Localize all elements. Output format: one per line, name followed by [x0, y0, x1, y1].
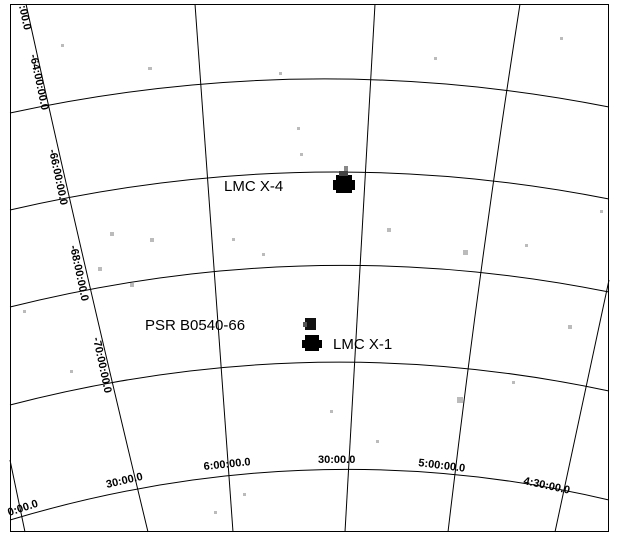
dec-label-top: :00.0	[16, 4, 33, 31]
dec-line-70	[9, 361, 610, 406]
ra-line-left-edge	[9, 459, 26, 533]
ra-line-5-45	[344, 3, 376, 533]
ra-label-3: 30:00.0	[318, 454, 355, 466]
dec-line-68	[9, 264, 610, 308]
label-psr-b0540: PSR B0540-66	[145, 317, 245, 334]
dec-line-64	[9, 78, 610, 114]
dec-line-66	[9, 171, 610, 211]
source-lmc-x1	[302, 335, 322, 351]
ra-label-4: 5:00:00.0	[418, 457, 466, 475]
noise-specks	[23, 37, 603, 514]
ra-label-1: 30:00.0	[105, 471, 144, 491]
declination-grid-lines	[9, 78, 610, 521]
ra-line-5-15	[554, 279, 610, 533]
source-lmc-x4	[333, 166, 355, 193]
ra-line-6-00	[194, 3, 234, 533]
ra-label-5: 4:30:00.0	[522, 475, 571, 497]
label-lmc-x4: LMC X-4	[224, 178, 283, 195]
ra-line-5-30	[447, 3, 521, 533]
ra-label-2: 6:00:00.0	[203, 456, 251, 473]
dec-line-72	[9, 468, 610, 521]
map-frame	[10, 4, 609, 532]
ra-line-6-15	[25, 3, 149, 533]
source-psr-b0540	[303, 318, 316, 330]
dec-label-64: -64:00:00.0	[27, 53, 51, 111]
label-lmc-x1: LMC X-1	[333, 336, 392, 353]
dec-label-66: -66:00:00.0	[46, 148, 70, 206]
ra-grid-lines	[9, 3, 610, 533]
